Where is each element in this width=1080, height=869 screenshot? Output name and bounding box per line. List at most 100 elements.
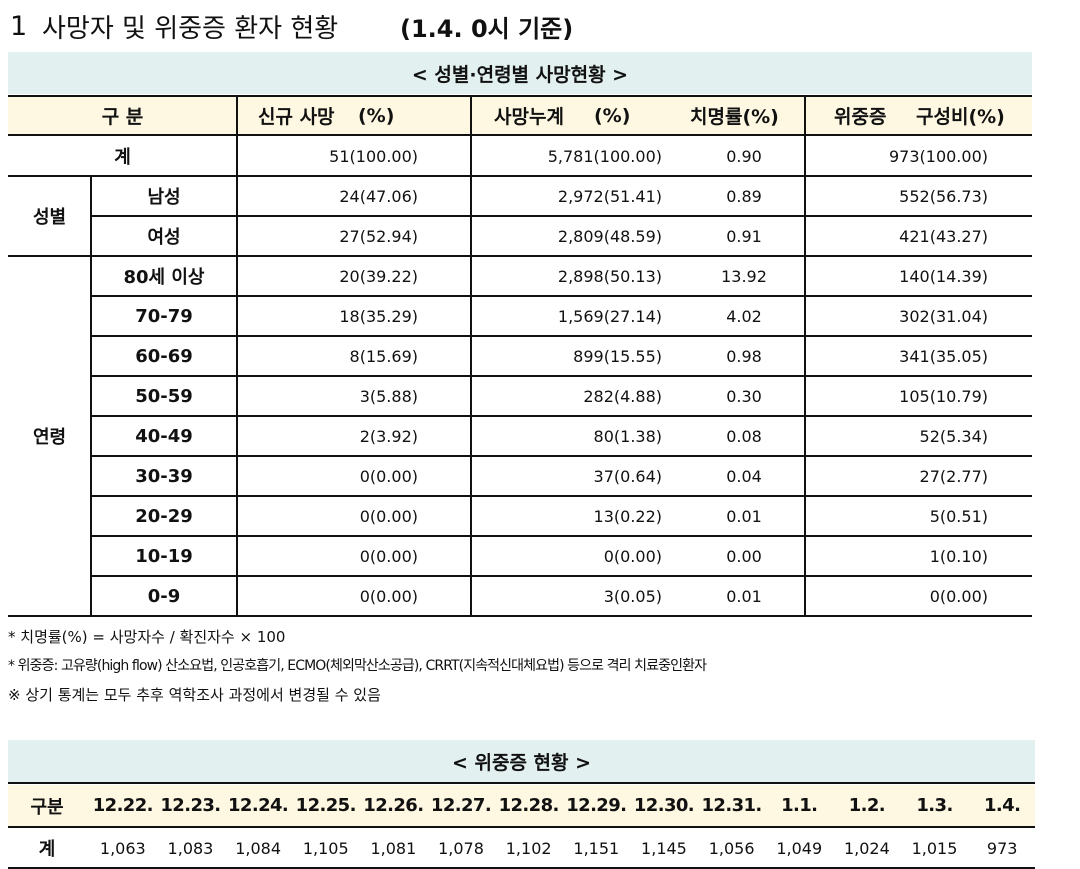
value-cell: 0.01	[726, 586, 762, 606]
caption-band	[8, 52, 1032, 94]
date-header: 12.28.	[498, 795, 560, 816]
value-cell: 1,049	[776, 838, 823, 858]
value-cell: 13(0.22)	[593, 506, 662, 526]
h-rule	[91, 375, 1032, 377]
value-cell: 282(4.88)	[583, 386, 662, 406]
value-cell: 0.04	[726, 466, 762, 486]
row-label: 10-19	[135, 545, 193, 567]
row-label: 20-29	[135, 505, 193, 527]
value-cell: 2,898(50.13)	[557, 266, 662, 286]
h-rule	[91, 535, 1032, 537]
row-label: 40-49	[135, 425, 193, 447]
h-rule	[8, 866, 1035, 869]
row-label: 계	[38, 839, 56, 860]
row-label: 여성	[147, 227, 181, 248]
value-cell: 1,078	[438, 838, 484, 858]
value-cell: 0.89	[726, 186, 762, 206]
h-rule	[91, 295, 1032, 297]
value-cell: 0.90	[726, 146, 762, 166]
row-label: 70-79	[135, 305, 193, 327]
header-label: 구분	[30, 796, 64, 818]
value-cell: 0(0.00)	[929, 586, 988, 606]
h-rule	[8, 614, 1032, 618]
h-rule	[8, 254, 1032, 258]
h-rule	[8, 174, 1032, 178]
value-cell: 0(0.00)	[359, 546, 418, 566]
header-cell: 위중증	[834, 106, 887, 128]
row-label: 60-69	[135, 345, 193, 367]
value-cell: 0(0.00)	[603, 546, 662, 566]
header-cell: 치명률(%)	[690, 106, 779, 128]
value-cell: 1(0.10)	[929, 546, 988, 566]
value-cell: 140(14.39)	[899, 266, 988, 286]
header-cell: 신규 사망	[258, 106, 335, 128]
h-rule	[8, 781, 1035, 785]
value-cell: 421(43.27)	[899, 226, 988, 246]
h-rule	[8, 825, 1035, 829]
value-cell: 24(47.06)	[339, 186, 418, 206]
h-rule	[91, 495, 1032, 497]
h-rule	[91, 455, 1032, 457]
value-cell: 1,024	[843, 838, 890, 858]
value-cell: 0.01	[726, 506, 762, 526]
value-cell: 1,081	[370, 838, 417, 858]
h-rule	[91, 415, 1032, 417]
title-note: (1.4. 0시 기준)	[400, 14, 574, 43]
value-cell: 3(5.88)	[359, 386, 418, 406]
v-rule	[470, 96, 472, 616]
value-cell: 80(1.38)	[593, 426, 662, 446]
v-rule	[804, 96, 806, 616]
date-header: 12.27.	[430, 795, 492, 816]
date-header: 12.22.	[92, 795, 154, 816]
value-cell: 27(52.94)	[339, 226, 418, 246]
date-header: 1.4.	[984, 795, 1021, 816]
title-number: 1	[10, 10, 28, 42]
value-cell: 20(39.22)	[339, 266, 418, 286]
value-cell: 899(15.55)	[573, 346, 662, 366]
value-cell: 1,063	[99, 838, 146, 858]
value-cell: 1,015	[911, 838, 958, 858]
header-cell: 구성비(%)	[916, 106, 1005, 128]
row-label: 남성	[147, 187, 181, 208]
value-cell: 18(35.29)	[339, 306, 418, 326]
value-cell: 52(5.34)	[919, 426, 988, 446]
value-cell: 1,105	[302, 838, 349, 858]
footnote: * 치명률(%) = 사망자수 / 확진자수 × 100	[8, 627, 286, 646]
date-header: 1.3.	[916, 795, 953, 816]
title-text: 사망자 및 위중증 환자 현황	[42, 13, 339, 44]
value-cell: 5,781(100.00)	[547, 146, 662, 166]
table-caption: < 위중증 현황 >	[451, 751, 592, 774]
value-cell: 0.08	[726, 426, 762, 446]
header-band	[8, 96, 1032, 135]
row-label: 0-9	[147, 585, 181, 607]
date-header: 12.25.	[295, 795, 357, 816]
value-cell: 27(2.77)	[919, 466, 988, 486]
value-cell: 37(0.64)	[593, 466, 662, 486]
row-label: 계	[114, 147, 131, 168]
date-header: 12.29.	[566, 795, 627, 816]
value-cell: 5(0.51)	[929, 506, 988, 526]
date-header: 12.31.	[701, 795, 763, 816]
value-cell: 0.30	[726, 386, 762, 406]
value-cell: 51(100.00)	[329, 146, 418, 166]
header-cell: (%)	[594, 104, 631, 127]
date-header: 12.26.	[363, 795, 424, 816]
value-cell: 302(31.04)	[899, 306, 988, 326]
caption-band	[8, 740, 1035, 782]
value-cell: 3(0.05)	[603, 586, 662, 606]
v-rule	[236, 96, 238, 616]
h-rule	[91, 335, 1032, 337]
date-header: 1.1.	[781, 795, 818, 816]
row-label: 50-59	[135, 385, 193, 407]
group-label: 연령	[32, 427, 67, 448]
value-cell: 13.92	[721, 266, 767, 286]
header-cell: 사망누계	[494, 106, 564, 128]
group-label: 성별	[32, 207, 67, 228]
value-cell: 2,972(51.41)	[557, 186, 662, 206]
row-label: 30-39	[135, 465, 193, 487]
header-cell: 구 분	[101, 106, 144, 128]
date-header: 1.2.	[848, 795, 886, 816]
date-header: 12.30.	[633, 795, 695, 816]
h-rule	[91, 575, 1032, 577]
footnote: * 위중증: 고유량(high flow) 산소요법, 인공호흡기, ECMO(…	[8, 658, 707, 674]
